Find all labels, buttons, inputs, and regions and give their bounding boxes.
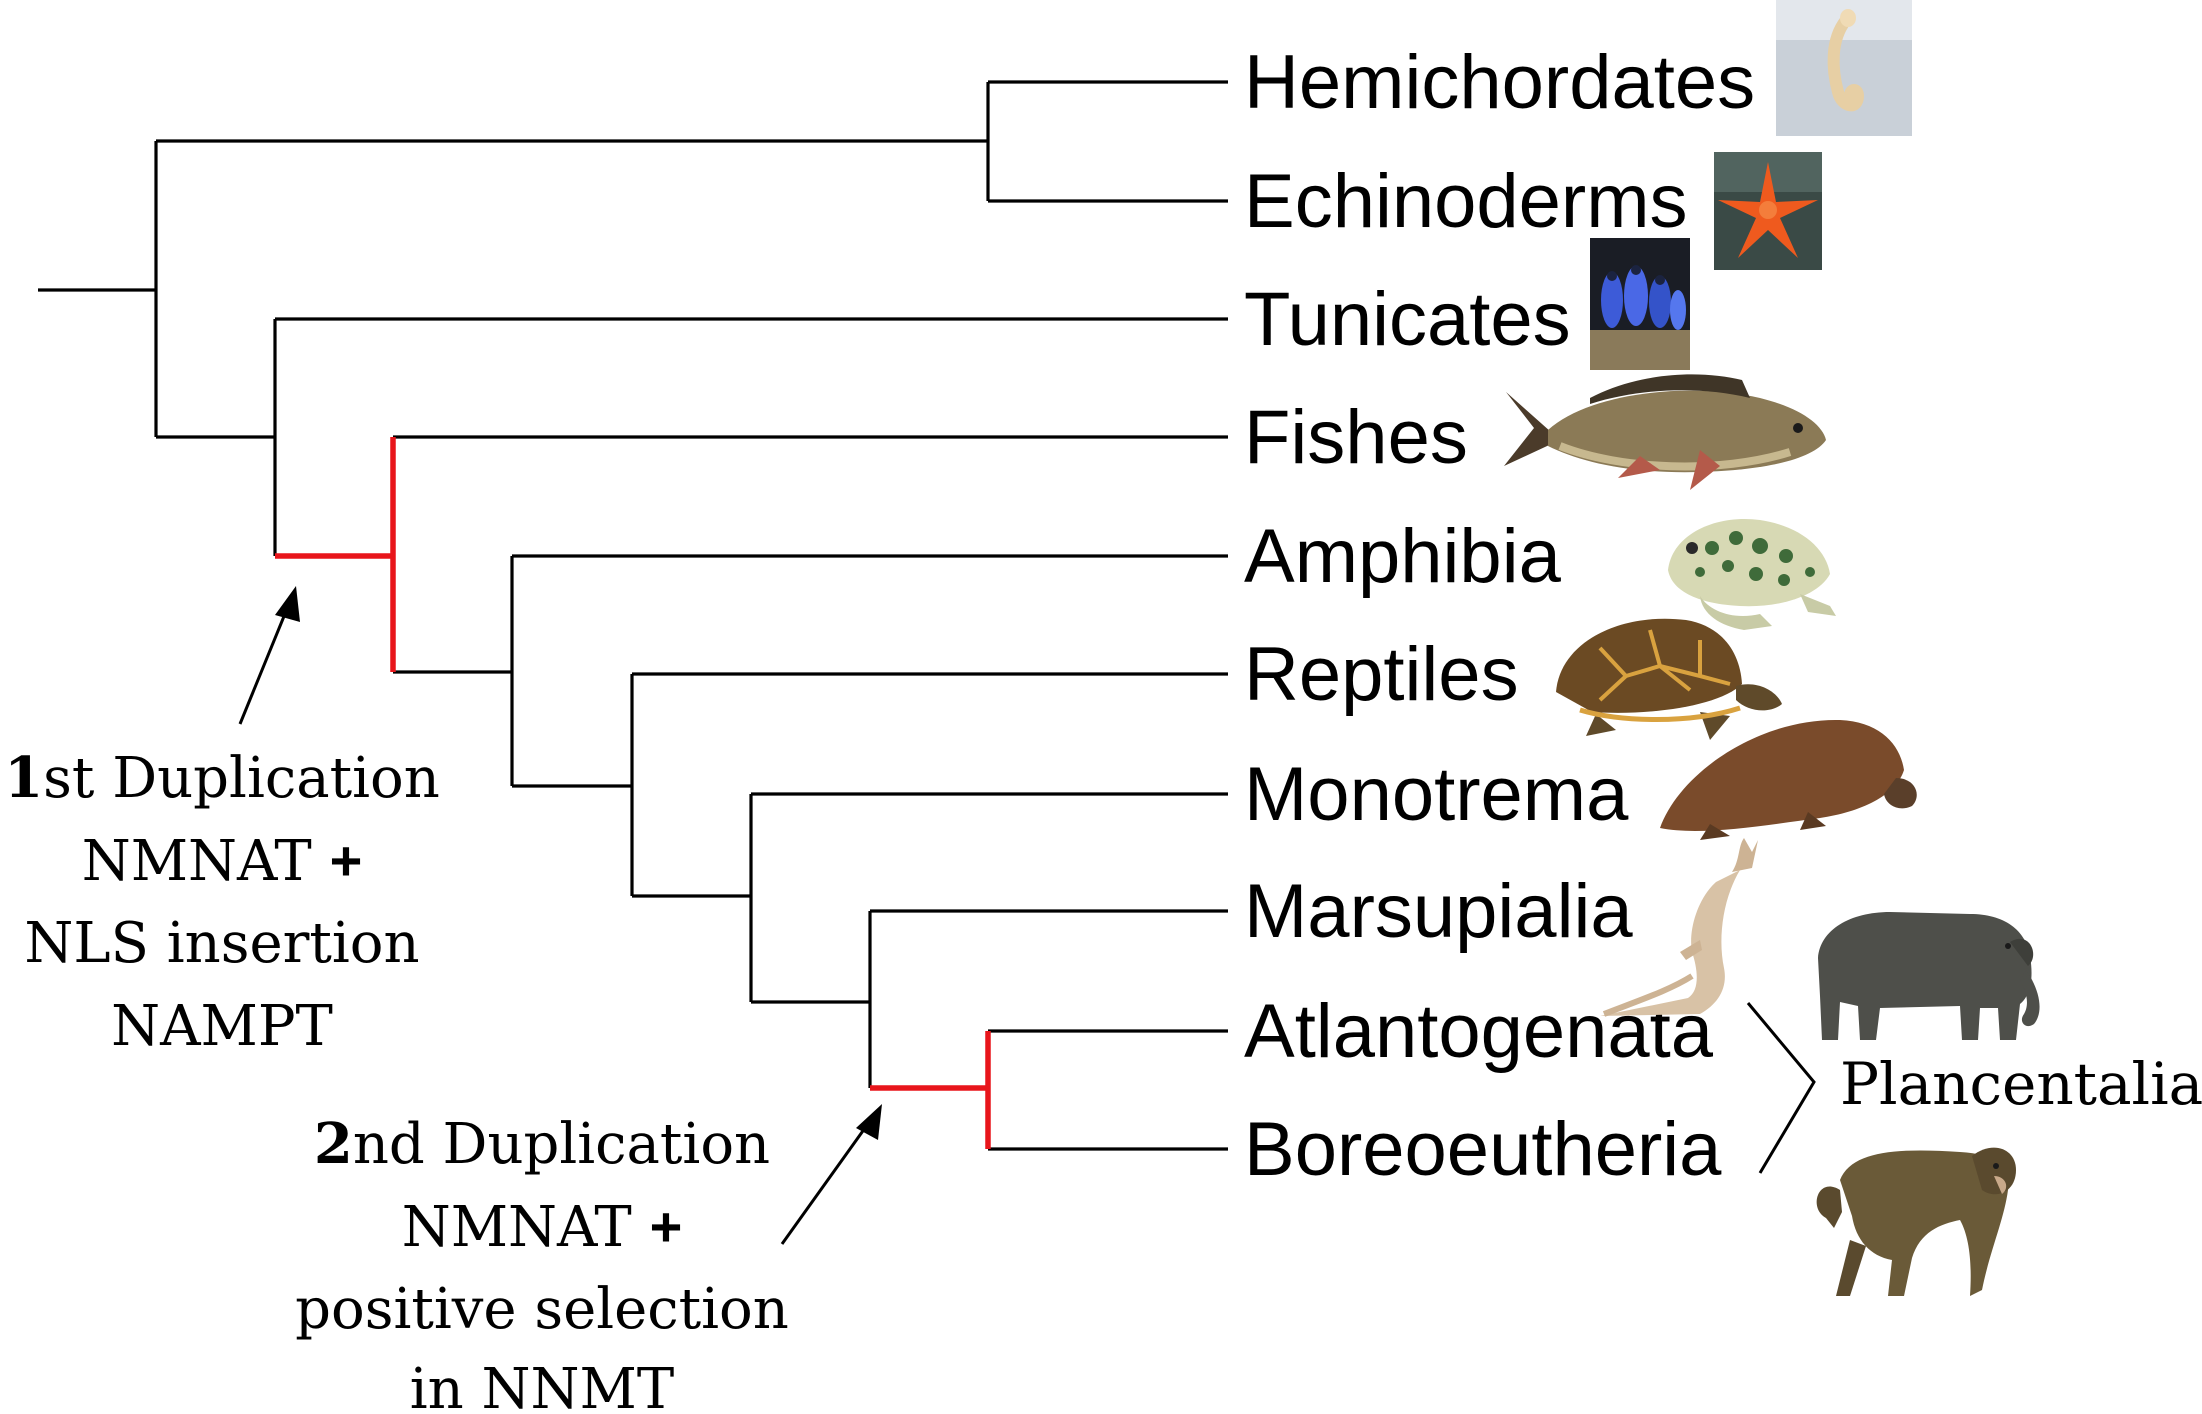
acorn-worm-photo-icon	[1776, 0, 1912, 136]
tunicate-photo-icon	[1590, 238, 1690, 370]
second-duplication-ordinal: 2	[314, 1111, 353, 1177]
taxon-label-hemichordates: Hemichordates	[1244, 40, 1755, 125]
second-duplication-suffix: nd Duplication	[353, 1112, 770, 1177]
box-turtle-icon	[1556, 618, 1782, 740]
event-second-duplication: 2nd Duplication NMNAT + positive selecti…	[295, 1111, 789, 1414]
first-duplication-gene-name: NMNAT	[82, 829, 330, 894]
taxon-label-echinoderms: Echinoderms	[1244, 159, 1688, 244]
first-duplication-insertion: NLS insertion	[24, 911, 419, 976]
tree-branches	[38, 80, 1228, 1151]
clade-label-placentalia: Plancentalia	[1840, 1050, 2202, 1118]
taxon-label-fishes: Fishes	[1244, 395, 1468, 480]
event-first-duplication: 1st Duplication NMNAT + NLS insertion NA…	[4, 745, 440, 1059]
elephant-icon	[1818, 912, 2040, 1040]
second-duplication-plus: +	[650, 1195, 683, 1258]
second-duplication-title: 2nd Duplication	[314, 1111, 770, 1177]
arrow-first-duplication-head-icon	[275, 586, 300, 622]
first-duplication-suffix: st Duplication	[43, 746, 440, 811]
platypus-icon	[1660, 719, 1917, 840]
first-duplication-title: 1st Duplication	[4, 745, 440, 811]
second-duplication-gene-name: NMNAT	[402, 1195, 650, 1260]
monkey-icon	[1816, 1147, 2016, 1296]
carp-icon	[1504, 374, 1826, 490]
second-duplication-target: in NNMT	[410, 1357, 674, 1414]
arrow-second-duplication-shaft	[780, 1120, 872, 1245]
taxon-label-amphibia: Amphibia	[1244, 514, 1562, 599]
placentalia-bracket: Plancentalia	[1746, 1002, 2202, 1174]
first-duplication-gene: NMNAT +	[82, 829, 363, 894]
taxon-label-monotrema: Monotrema	[1244, 752, 1629, 837]
first-duplication-plus: +	[330, 829, 363, 892]
taxon-labels: Hemichordates Echinoderms Tunicates Fish…	[1244, 40, 1755, 1192]
taxon-label-boreoeutheria: Boreoeutheria	[1244, 1107, 1722, 1192]
arrow-first-duplication-shaft	[238, 603, 291, 725]
kangaroo-icon	[1600, 838, 1758, 1017]
event-arrows	[238, 586, 882, 1245]
first-duplication-target: NAMPT	[111, 994, 333, 1059]
duplication-branches	[275, 437, 991, 1149]
second-duplication-selection: positive selection	[295, 1277, 789, 1342]
frog-icon	[1668, 518, 1836, 630]
taxon-label-reptiles: Reptiles	[1244, 632, 1519, 717]
taxon-label-tunicates: Tunicates	[1244, 277, 1571, 362]
bracket-lines	[1746, 1002, 1816, 1174]
organism-pictures	[1504, 0, 2040, 1296]
first-duplication-ordinal: 1	[4, 745, 43, 811]
arrow-second-duplication-head-icon	[856, 1104, 882, 1140]
taxon-label-marsupialia: Marsupialia	[1244, 869, 1633, 954]
starfish-photo-icon	[1714, 152, 1822, 270]
second-duplication-gene: NMNAT +	[402, 1195, 683, 1260]
